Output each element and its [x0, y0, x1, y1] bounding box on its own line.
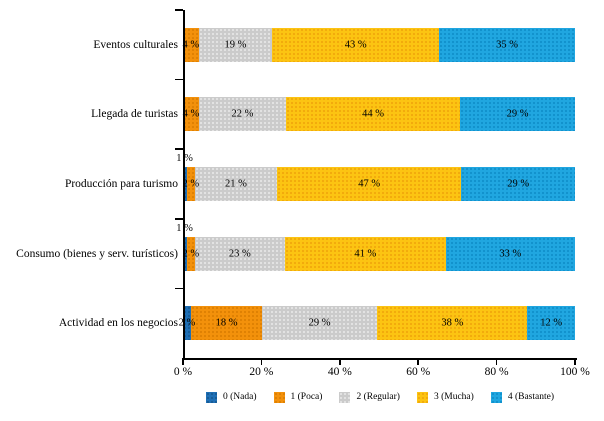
- bar-segment: [183, 97, 199, 132]
- x-tick-label: 0 %: [173, 366, 193, 378]
- category-label: Eventos culturales: [93, 38, 178, 51]
- category-label: Producción para turismo: [64, 178, 178, 190]
- x-tick-label: 40 %: [327, 366, 352, 378]
- bar-segment: [272, 27, 440, 62]
- segment-label: 29 %: [308, 317, 331, 329]
- y-axis-tick: [175, 287, 183, 290]
- y-axis-tick: [175, 9, 183, 11]
- legend-label: 3 (Mucha): [433, 392, 474, 402]
- bar-segment: [527, 306, 575, 341]
- legend-item: 2 (Regular): [339, 391, 400, 403]
- legend-label: 4 (Bastante): [507, 392, 554, 402]
- legend-swatch: [490, 391, 502, 403]
- bar-segment: [183, 167, 187, 201]
- bar-segment: [439, 27, 575, 62]
- legend-label: 2 (Regular): [356, 392, 400, 402]
- category-label: Consumo (bienes y serv. turísticos): [16, 247, 178, 260]
- bar-segment: [198, 27, 273, 62]
- bar-segment: [198, 97, 286, 132]
- bar-segment: [284, 236, 446, 271]
- bar-segment: [194, 236, 285, 271]
- segment-label: 2 %: [182, 248, 200, 260]
- bar-segment: [277, 167, 462, 201]
- bar-segment: [262, 306, 378, 341]
- x-axis-tick: [574, 358, 576, 365]
- x-axis-tick: [182, 358, 184, 365]
- segment-label: 38 %: [441, 317, 464, 329]
- legend-label: 1 (Poca): [290, 392, 323, 402]
- legend-item: 0 (Nada): [206, 391, 257, 403]
- segment-label: 47 %: [358, 178, 381, 190]
- segment-label: 29 %: [507, 178, 530, 190]
- x-tick-label: 20 %: [249, 366, 274, 378]
- segment-label: 23 %: [228, 248, 251, 260]
- segment-label: 1 %: [176, 153, 193, 164]
- bar-segment: [194, 167, 278, 201]
- legend-label: 0 (Nada): [223, 392, 257, 402]
- legend-item: 4 (Bastante): [490, 391, 554, 403]
- segment-label: 44 %: [362, 108, 384, 120]
- bar-segment: [460, 97, 575, 132]
- segment-label: 4 %: [182, 108, 200, 120]
- legend-swatch: [339, 391, 351, 403]
- segment-label: 1 %: [176, 222, 193, 234]
- bar-segment: [285, 97, 461, 132]
- segment-label: 2 %: [182, 178, 200, 190]
- y-axis-tick: [175, 148, 183, 150]
- bar-segment: [461, 167, 575, 201]
- x-axis-tick: [417, 358, 419, 365]
- legend-swatch: [416, 391, 428, 403]
- segment-label: 33 %: [499, 248, 522, 260]
- segment-label: 4 %: [182, 39, 200, 51]
- x-axis-tick: [260, 358, 263, 365]
- segment-label: 2 %: [178, 317, 196, 329]
- category-label: Llegada de turistas: [91, 108, 178, 121]
- legend: 0 (Nada) 1 (Poca) 2 (Regular) 3 (Mucha) 4 (B…: [170, 389, 590, 405]
- bar-segment: [186, 167, 195, 201]
- y-axis-tick: [175, 218, 183, 220]
- segment-label: 43 %: [344, 39, 367, 51]
- y-axis-tick: [175, 78, 183, 81]
- segment-label: 12 %: [540, 317, 563, 329]
- legend-item: 1 (Poca): [273, 391, 323, 403]
- segment-label: 35 %: [496, 39, 519, 51]
- bar-segment: [445, 236, 575, 271]
- segment-label: 41 %: [354, 248, 377, 260]
- bar-segment: [183, 27, 199, 62]
- bar-segment: [183, 236, 187, 271]
- legend-swatch: [273, 391, 285, 403]
- bar-segment: [377, 306, 528, 341]
- x-tick-label: 60 %: [406, 366, 431, 378]
- segment-label: 21 %: [224, 178, 247, 190]
- category-label: Actividad en los negocios: [58, 317, 178, 330]
- legend-item: 3 (Mucha): [416, 391, 474, 403]
- x-axis-line: [183, 358, 577, 360]
- x-tick-label: 80 %: [484, 366, 509, 378]
- bar-segment: [190, 306, 263, 341]
- x-axis-tick: [339, 358, 341, 365]
- legend-swatch: [206, 391, 218, 403]
- segment-label: 29 %: [506, 108, 529, 120]
- bar-segment: [183, 306, 191, 341]
- segment-label: 19 %: [224, 39, 247, 51]
- bar-segment: [186, 236, 195, 271]
- segment-label: 22 %: [231, 108, 254, 120]
- y-axis-line: [183, 10, 185, 358]
- x-tick-label: 100 %: [560, 366, 590, 378]
- x-axis-tick: [495, 358, 498, 365]
- segment-label: 18 %: [215, 317, 238, 329]
